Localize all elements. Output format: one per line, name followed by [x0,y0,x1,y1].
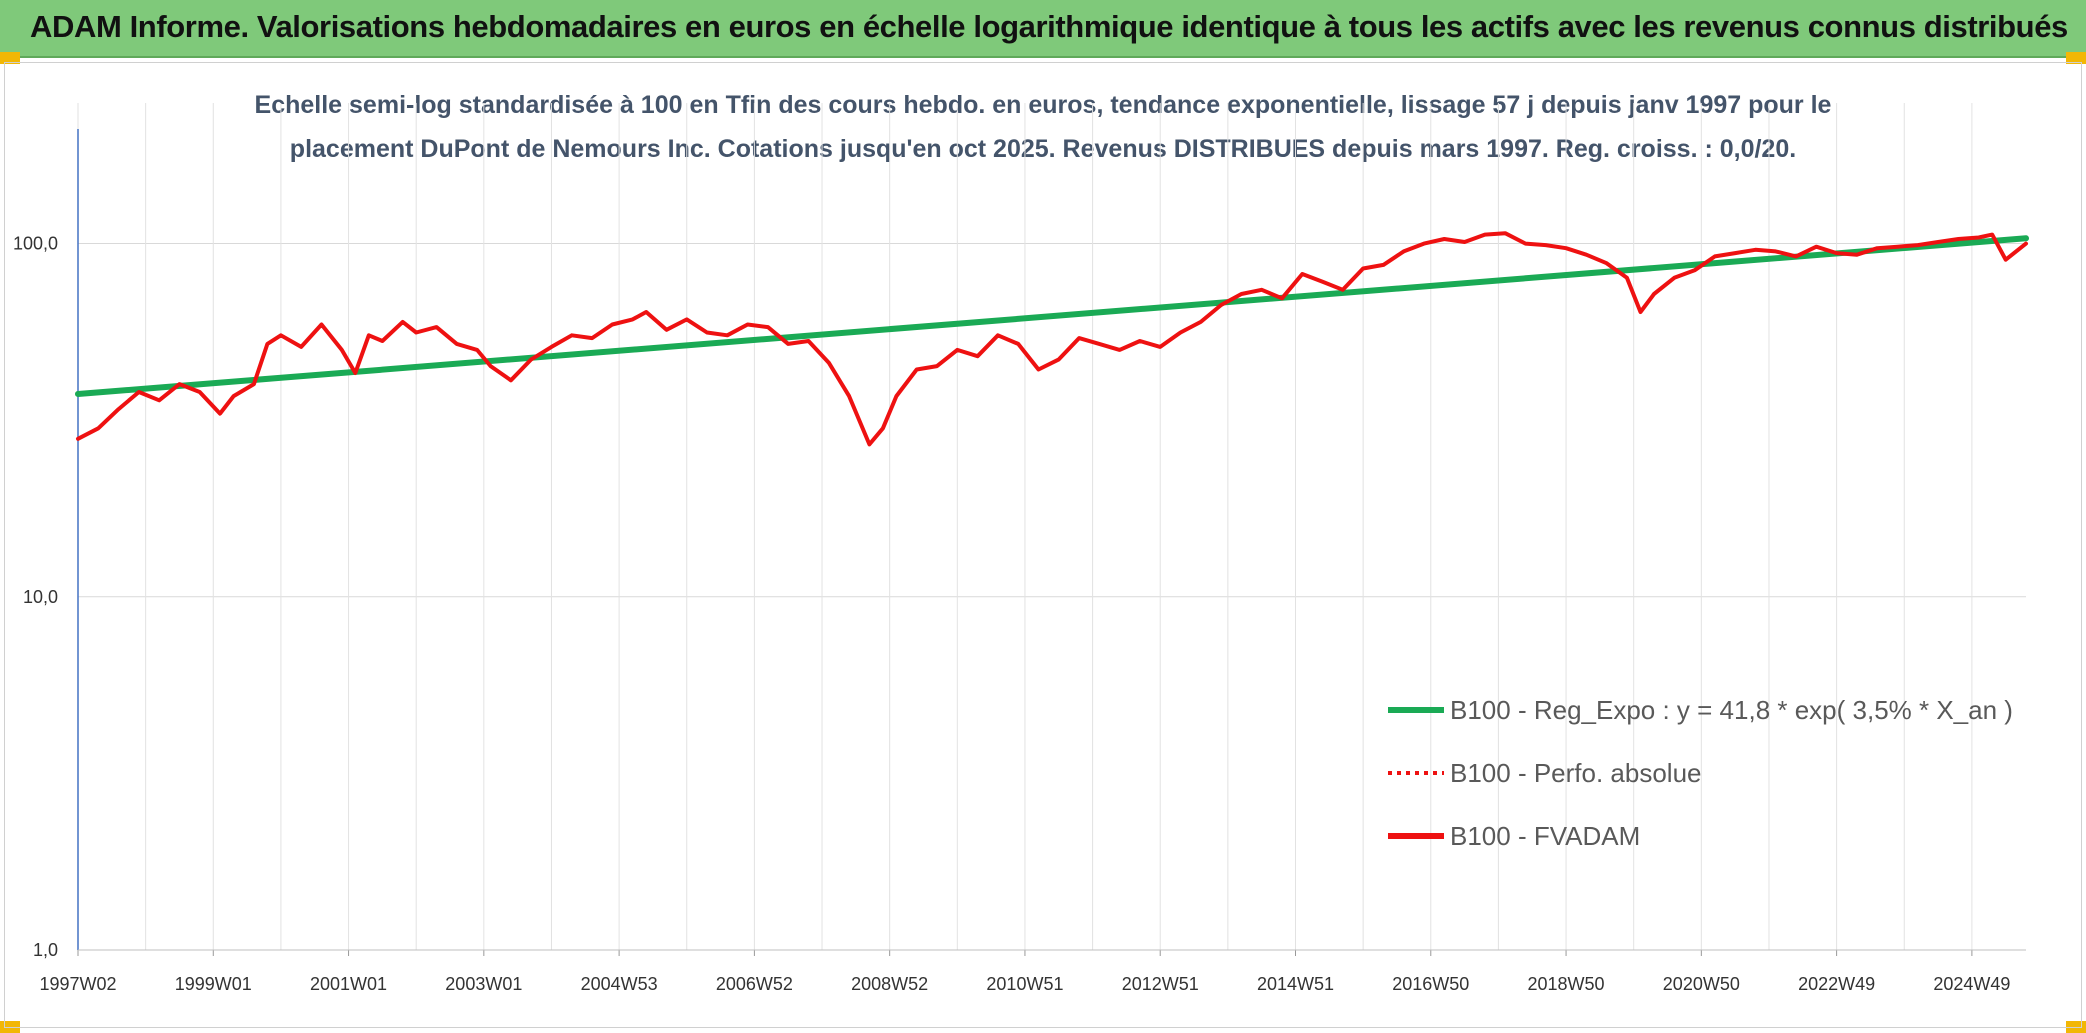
x-tick-label: 2020W50 [1663,974,1740,994]
x-tick-label: 2024W49 [1933,974,2010,994]
fvadam-line [76,231,2028,447]
chart-subtitle-line-2: placement DuPont de Nemours Inc. Cotatio… [289,135,1797,163]
x-tick-label: 2001W01 [310,974,387,994]
report-title: ADAM Informe. Valorisations hebdomadaire… [30,9,2068,44]
report-header: ADAM Informe. Valorisations hebdomadaire… [0,0,2086,58]
x-tick-label: 2014W51 [1257,974,1334,994]
corner-marker-left [0,52,20,64]
legend-label: B100 - FVADAM [1450,821,1640,851]
x-tick-label: 2008W52 [851,974,928,994]
chart-subtitle-line-1: Echelle semi-log standardisée à 100 en T… [254,91,1832,119]
y-tick-label: 1,0 [33,940,58,960]
trend-line [75,235,2029,397]
x-tick-label: 2004W53 [581,974,658,994]
legend-label: B100 - Reg_Expo : y = 41,8 * exp( 3,5% *… [1450,695,2013,725]
x-tick-label: 2003W01 [445,974,522,994]
x-tick-label: 1999W01 [175,974,252,994]
x-tick-label: 2016W50 [1392,974,1469,994]
x-tick-label: 1997W02 [39,974,116,994]
plot-frame [4,62,2082,1028]
y-tick-label: 10,0 [23,587,58,607]
legend-label: B100 - Perfo. absolue [1450,758,1702,788]
x-tick-label: 2018W50 [1528,974,1605,994]
x-tick-label: 2012W51 [1122,974,1199,994]
corner-marker-right [2066,52,2086,64]
y-tick-label: 100,0 [13,234,58,254]
x-tick-label: 2010W51 [986,974,1063,994]
x-tick-label: 2006W52 [716,974,793,994]
x-tick-label: 2022W49 [1798,974,1875,994]
